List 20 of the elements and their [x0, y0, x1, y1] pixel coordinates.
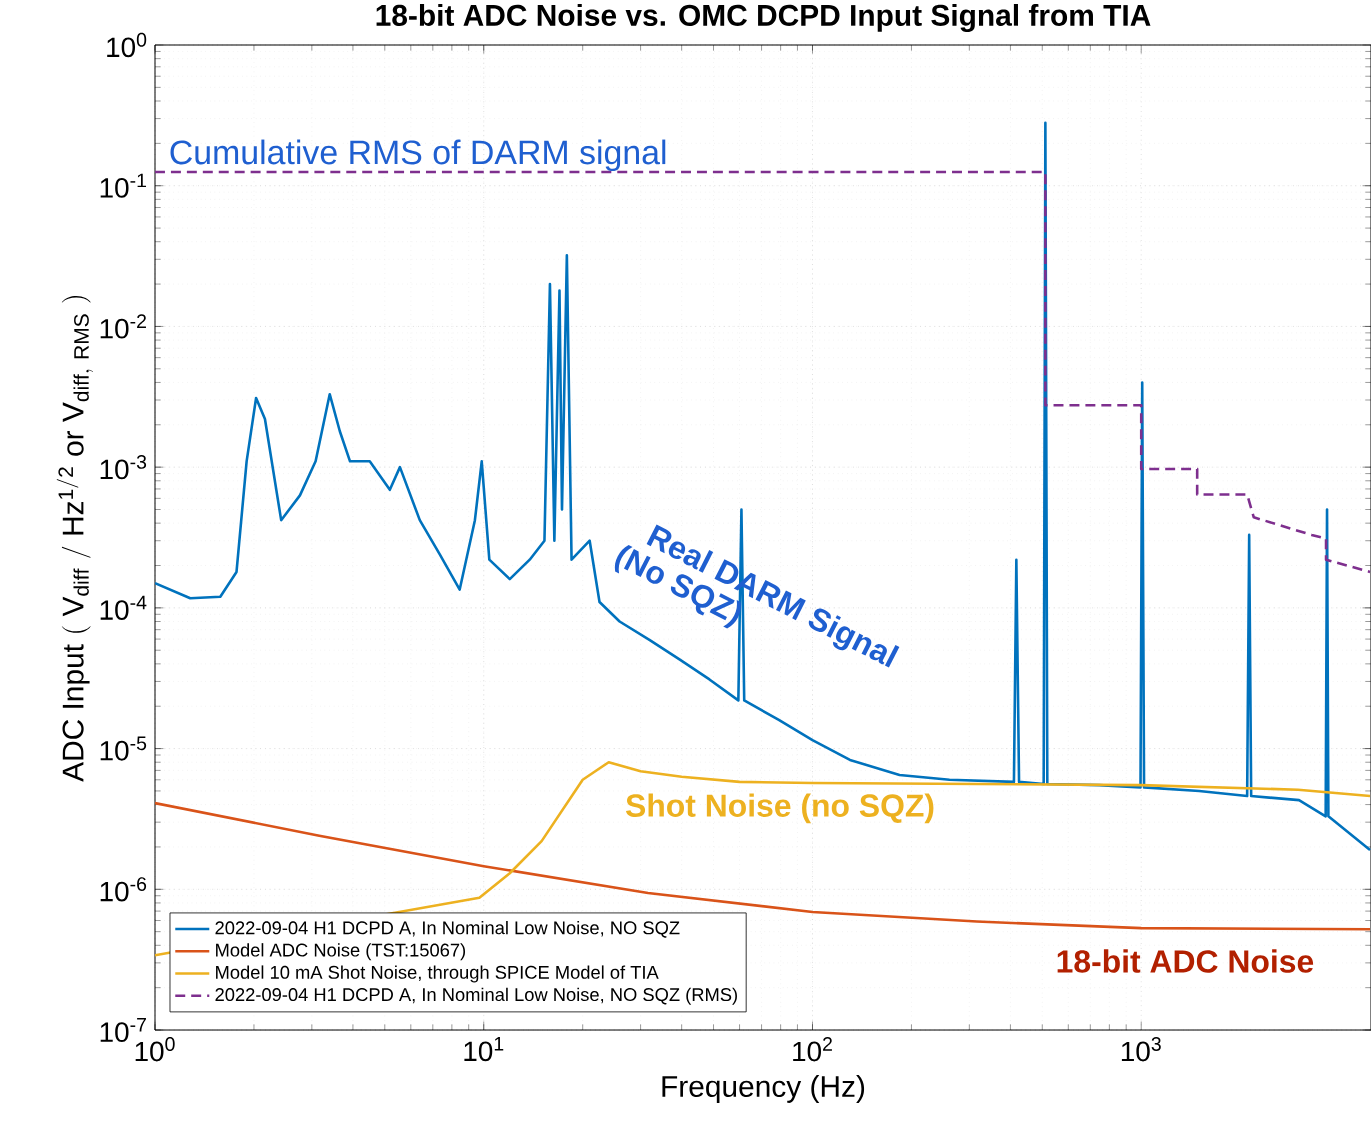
legend-label: 2022-09-04 H1 DCPD A, In Nominal Low Noise, NO SQZ (RMS)	[215, 987, 737, 1005]
x-axis-title: Frequency (Hz)	[662, 1075, 865, 1103]
y-tick-label: 10$^{-1}$	[100, 173, 147, 198]
legend-label: Model ADC Noise (TST:15067)	[216, 943, 466, 961]
y-tick-label: 10$^{-2}$	[100, 314, 146, 339]
x-tick-label: 10$^{1}$	[464, 1037, 504, 1062]
y-tick-label: 10$^{0}$	[107, 32, 147, 58]
annotation: Cumulative RMS of DARM signal	[170, 139, 666, 172]
y-tick-label: 10$^{-4}$	[100, 595, 147, 620]
annotation: Shot Noise (no SQZ)	[625, 793, 934, 824]
legend-label: 2022-09-04 H1 DCPD A, In Nominal Low Noise, NO SQZ	[215, 920, 680, 938]
y-tick-label: 10$^{-5}$	[100, 736, 147, 761]
y-tick-label: 10$^{-6}$	[100, 877, 147, 902]
chart-title: 18-bit ADC Noise vs. OMC DCPD Input Signal from TIA	[376, 4, 1151, 33]
x-tick-label: 10$^{2}$	[793, 1037, 832, 1062]
y-tick-label: 10$^{-3}$	[100, 455, 147, 480]
legend-label: Model 10 mA Shot Noise, through SPICE Model of TIA	[216, 965, 659, 983]
x-tick-label: 10$^{3}$	[1121, 1037, 1161, 1062]
annotation: 18-bit ADC Noise	[1057, 949, 1314, 973]
y-axis-title: $\mathrm{ADC\ Input\ (\ V_{diff}\ /\ Hz^{1/2}\ or\ V_{diff,\ RMS}\ )}$	[56, 295, 93, 782]
